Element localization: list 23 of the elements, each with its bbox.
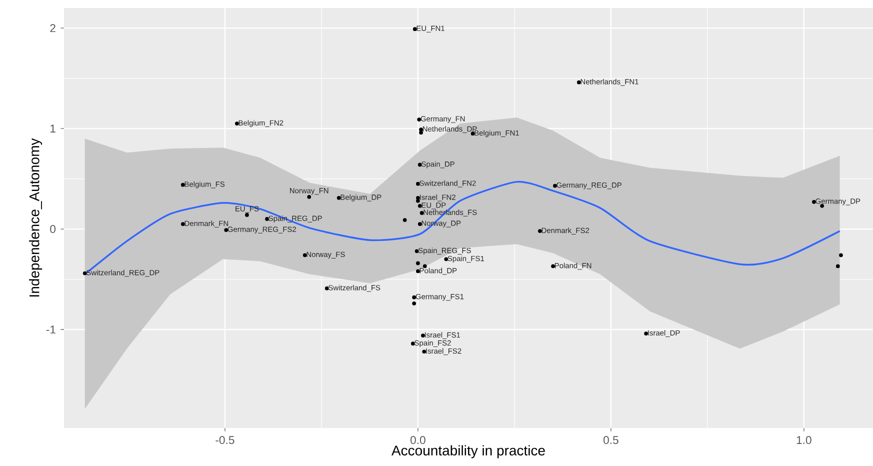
point xyxy=(419,128,423,132)
y-tick-label: -1 xyxy=(46,326,56,334)
point xyxy=(836,264,840,268)
point xyxy=(416,196,420,200)
y-tick-label: 1 xyxy=(50,124,56,132)
x-tick-label: 0.5 xyxy=(603,436,618,444)
point xyxy=(839,253,843,258)
point xyxy=(416,261,420,266)
x-tick-label: 0.0 xyxy=(410,436,426,444)
x-tick-label: 1.0 xyxy=(796,436,812,444)
point xyxy=(421,334,425,338)
point xyxy=(402,218,407,222)
y-axis-title: Independence_Autonomy xyxy=(29,138,42,296)
point xyxy=(551,264,555,268)
point xyxy=(644,332,648,336)
point xyxy=(412,301,416,306)
point xyxy=(419,130,423,135)
x-tick-label: -0.5 xyxy=(216,436,234,444)
point xyxy=(416,198,420,203)
x-axis-title: Accountability in practice xyxy=(391,445,545,458)
y-tick-label: 0 xyxy=(50,225,56,234)
point xyxy=(245,213,249,217)
y-tick-label: 2 xyxy=(50,24,56,32)
